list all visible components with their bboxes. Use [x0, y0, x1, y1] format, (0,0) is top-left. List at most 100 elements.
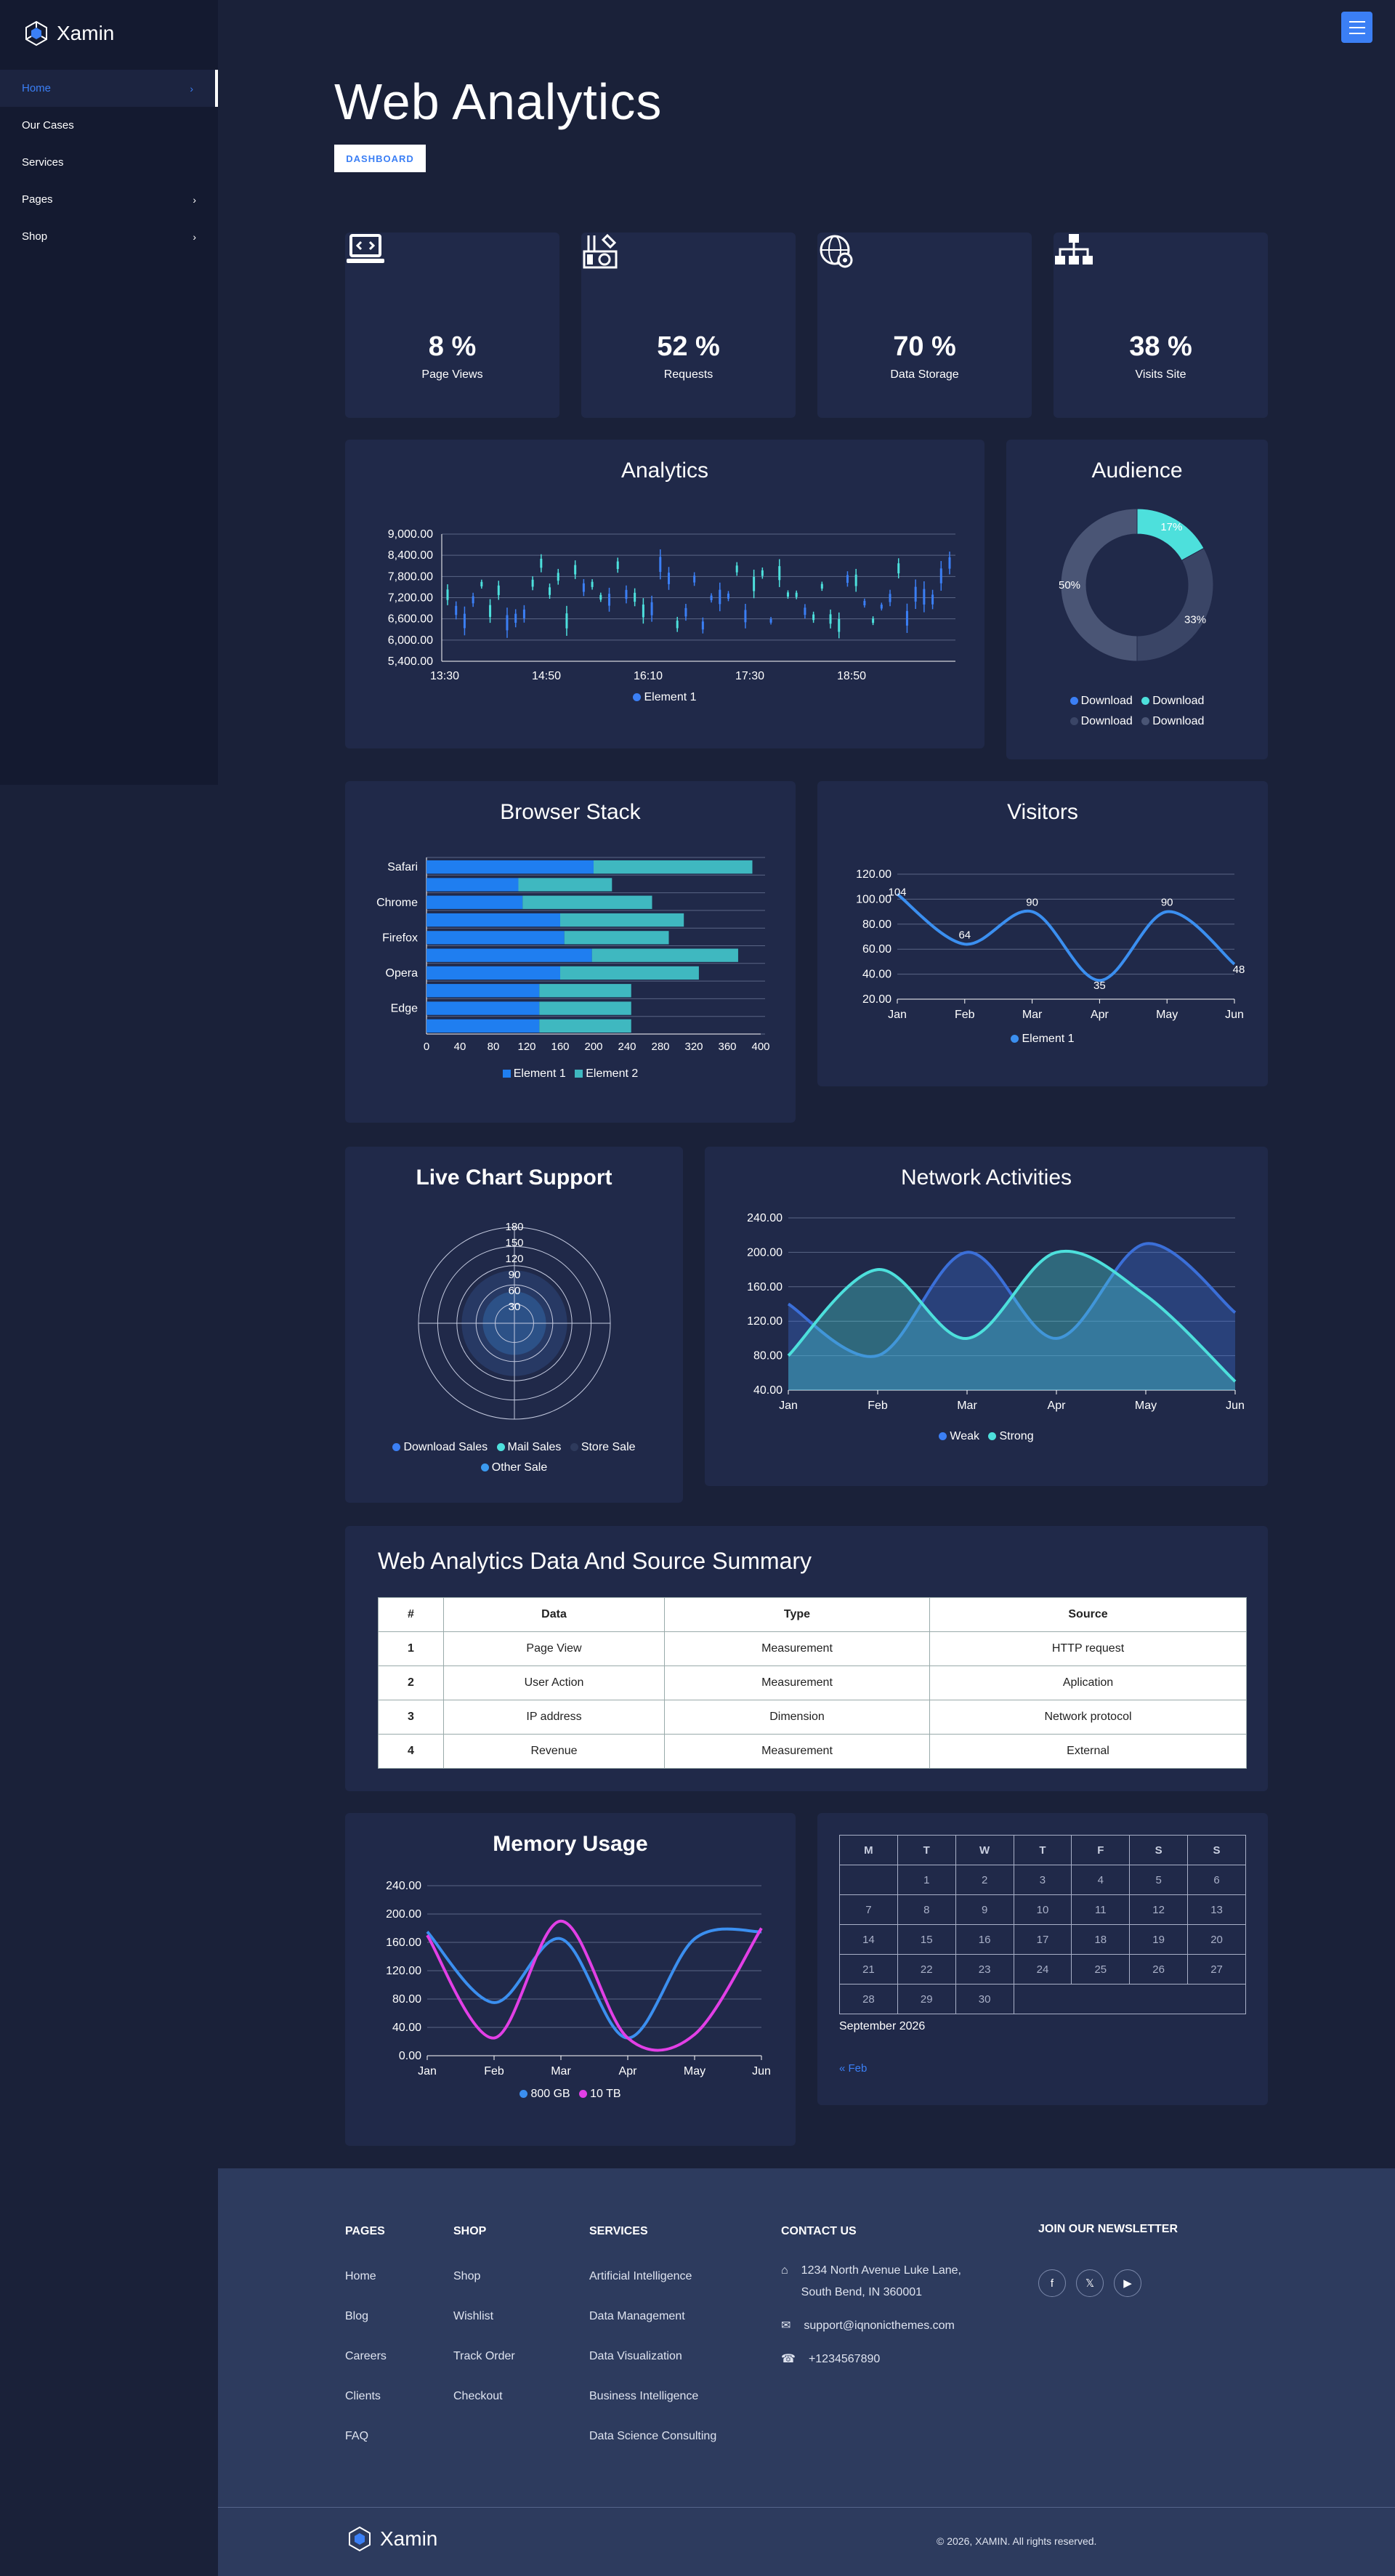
calendar-day[interactable]: 4 — [1071, 1865, 1131, 1895]
footer-link[interactable]: Shop — [453, 2270, 481, 2282]
footer-link[interactable]: Clients — [345, 2390, 381, 2402]
category-label: Firefox — [382, 932, 418, 944]
calendar-day[interactable]: 29 — [897, 1984, 956, 2014]
calendar-day[interactable]: 9 — [955, 1894, 1014, 1925]
footer-heading: JOIN OUR NEWSLETTER — [1038, 2223, 1178, 2235]
calendar-day[interactable]: 20 — [1187, 1924, 1246, 1955]
calendar-day[interactable]: 22 — [897, 1954, 956, 1985]
footer-link[interactable]: Business Intelligence — [589, 2390, 699, 2402]
social-links: f 𝕏 ▶ — [1038, 2269, 1178, 2297]
phone-icon: ☎ — [781, 2353, 796, 2365]
summary-table: # Data Type Source 1 Page View Measurement… — [378, 1597, 1247, 1769]
footer-logo[interactable]: Xamin — [345, 2524, 437, 2553]
calendar-day[interactable]: 18 — [1071, 1924, 1131, 1955]
candle-body — [531, 579, 534, 587]
sidebar-item-home[interactable]: Home › — [0, 70, 218, 107]
calendar-day[interactable]: 27 — [1187, 1954, 1246, 1985]
sidebar-nav: Home › Our Cases Services Pages › Shop › — [0, 70, 218, 255]
table-cell: 4 — [378, 1734, 444, 1769]
calendar-day[interactable]: 25 — [1071, 1954, 1131, 1985]
calendar-day[interactable]: 12 — [1129, 1894, 1189, 1925]
page-title: Web Analytics — [334, 73, 663, 130]
stat-value: 52 % — [657, 331, 720, 362]
calendar-day[interactable]: 2 — [955, 1865, 1014, 1895]
sidebar-item-pages[interactable]: Pages › — [0, 181, 218, 218]
candle-body — [820, 584, 823, 589]
weekday-header: M — [839, 1835, 898, 1865]
footer-link[interactable]: Checkout — [453, 2390, 503, 2402]
y-tick-label: 6,000.00 — [388, 634, 433, 647]
calendar-day[interactable]: 26 — [1129, 1954, 1189, 1985]
data-label: 90 — [1161, 897, 1173, 909]
calendar-day[interactable]: 19 — [1129, 1924, 1189, 1955]
footer-link[interactable]: Data Science Consulting — [589, 2430, 717, 2442]
calendar-day[interactable]: 14 — [839, 1924, 898, 1955]
calendar-day[interactable]: 13 — [1187, 1894, 1246, 1925]
contact-email[interactable]: ✉ support@iqnonicthemes.com — [781, 2315, 961, 2337]
calendar-day[interactable]: 16 — [955, 1924, 1014, 1955]
calendar-day[interactable]: 30 — [955, 1984, 1014, 2014]
y-tick-label: 40.00 — [862, 969, 891, 981]
table-cell: 1 — [378, 1631, 444, 1666]
sidebar-item-services[interactable]: Services — [0, 144, 218, 181]
candle-body — [693, 576, 696, 583]
x-tick-label: Apr — [1091, 1009, 1109, 1021]
footer-link[interactable]: Wishlist — [453, 2310, 494, 2322]
hamburger-icon — [1348, 20, 1365, 23]
phone-link[interactable]: +1234567890 — [808, 2353, 881, 2365]
calendar-day[interactable]: 11 — [1071, 1894, 1131, 1925]
stat-label: Requests — [663, 368, 713, 381]
calendar-day[interactable]: 15 — [897, 1924, 956, 1955]
footer-link[interactable]: Blog — [345, 2310, 369, 2322]
calendar-day[interactable]: 24 — [1013, 1954, 1072, 1985]
footer-link[interactable]: Home — [345, 2270, 376, 2282]
calendar-day[interactable]: 5 — [1129, 1865, 1189, 1895]
bar-element-1 — [426, 1001, 540, 1015]
browser-stack-title: Browser Stack — [500, 800, 641, 824]
email-link[interactable]: support@iqnonicthemes.com — [804, 2319, 955, 2332]
legend-label: Other Sale — [491, 1461, 548, 1474]
calendar-day[interactable]: 21 — [839, 1954, 898, 1985]
footer-link[interactable]: Data Visualization — [589, 2350, 682, 2362]
calendar-day[interactable]: 10 — [1013, 1894, 1072, 1925]
footer-services-column: SERVICES Artificial Intelligence Data Ma… — [589, 2225, 716, 2470]
footer-link[interactable]: Track Order — [453, 2350, 515, 2362]
contact-phone[interactable]: ☎ +1234567890 — [781, 2349, 961, 2370]
footer-link[interactable]: Artificial Intelligence — [589, 2270, 692, 2282]
candle-body — [838, 618, 841, 632]
footer-link[interactable]: Data Management — [589, 2310, 685, 2322]
contact-address: ⌂ 1234 North Avenue Luke Lane, South Bend… — [781, 2260, 961, 2304]
x-tick-label: 360 — [718, 1041, 736, 1053]
footer-link[interactable]: Careers — [345, 2350, 387, 2362]
y-tick-label: 20.00 — [862, 993, 891, 1006]
calendar-day[interactable]: 23 — [955, 1954, 1014, 1985]
dashboard-badge[interactable]: DASHBOARD — [334, 145, 426, 172]
visitors-title: Visitors — [1007, 800, 1078, 824]
menu-toggle-button[interactable] — [1341, 12, 1372, 43]
x-twitter-icon[interactable]: 𝕏 — [1076, 2269, 1104, 2297]
table-cell: Revenue — [443, 1734, 665, 1769]
legend-label: Download — [1152, 715, 1205, 727]
calendar-day[interactable]: 17 — [1013, 1924, 1072, 1955]
table-cell: Aplication — [929, 1665, 1247, 1700]
candle-body — [480, 581, 483, 586]
facebook-icon[interactable]: f — [1038, 2269, 1066, 2297]
calendar-day[interactable]: 1 — [897, 1865, 956, 1895]
calendar-day[interactable]: 8 — [897, 1894, 956, 1925]
candle-body — [684, 607, 687, 617]
sidebar-item-shop[interactable]: Shop › — [0, 218, 218, 255]
candle-body — [557, 573, 559, 581]
sidebar-item-our-cases[interactable]: Our Cases — [0, 107, 218, 144]
stat-value: 38 % — [1129, 331, 1192, 362]
footer-link[interactable]: FAQ — [345, 2430, 369, 2442]
bar-element-1 — [426, 878, 519, 892]
youtube-icon[interactable]: ▶ — [1114, 2269, 1141, 2297]
calendar-day[interactable]: 28 — [839, 1984, 898, 2014]
calendar-prev-link[interactable]: « Feb — [839, 2062, 868, 2075]
y-tick-label: 200.00 — [386, 1908, 421, 1921]
brand-logo[interactable]: Xamin — [22, 19, 114, 48]
calendar-day[interactable]: 3 — [1013, 1865, 1072, 1895]
calendar-day[interactable]: 6 — [1187, 1865, 1246, 1895]
calendar-day[interactable]: 7 — [839, 1894, 898, 1925]
